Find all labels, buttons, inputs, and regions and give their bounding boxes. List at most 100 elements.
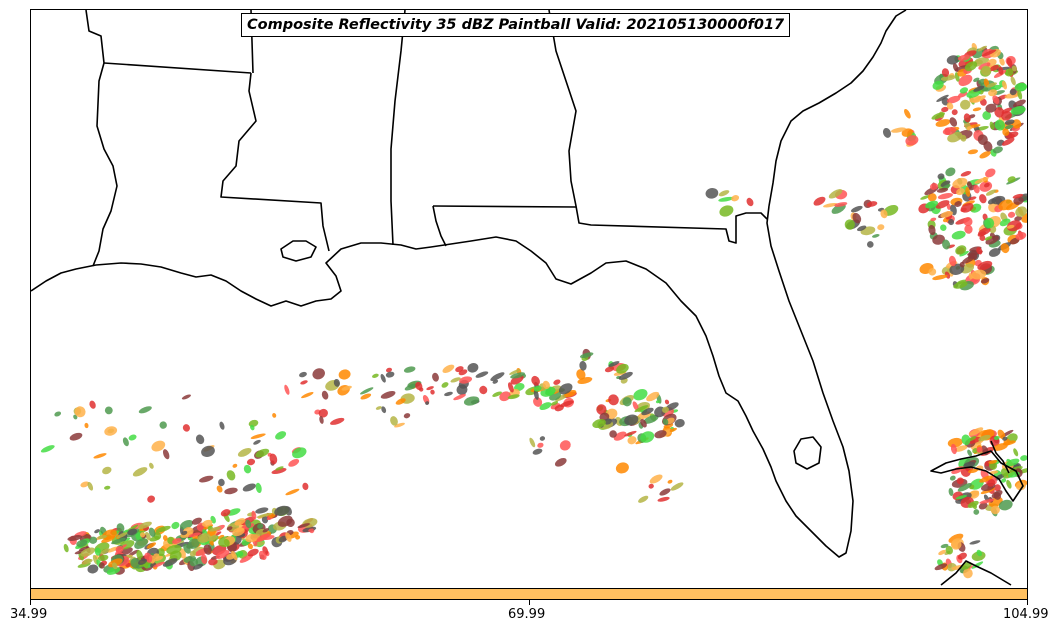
reflectivity-blob [935,200,950,209]
reflectivity-blob [330,417,345,425]
reflectivity-blob [967,449,973,457]
reflectivity-blob [111,537,126,545]
reflectivity-blob [955,245,967,255]
reflectivity-blob [136,549,143,561]
reflectivity-blob [844,219,855,230]
reflectivity-blob [949,475,956,481]
reflectivity-blob [977,260,993,271]
reflectivity-blob [613,431,627,441]
reflectivity-blob [537,442,544,448]
reflectivity-blob [380,373,386,383]
reflectivity-blob [559,400,574,408]
reflectivity-blob [1004,119,1015,125]
state-line-fl-panhandle [432,205,447,247]
reflectivity-blob [318,408,328,418]
reflectivity-blob [615,462,629,474]
reflectivity-blob [237,551,244,557]
reflectivity-blob [579,360,587,371]
reflectivity-blob [256,512,272,518]
reflectivity-blob [226,553,235,560]
reflectivity-blob [87,481,94,491]
reflectivity-blob [872,234,880,238]
reflectivity-blob [67,535,83,541]
reflectivity-blob [104,426,118,436]
reflectivity-blob [218,478,225,487]
reflectivity-blob [275,466,284,471]
reflectivity-blob [932,80,944,90]
reflectivity-blob [102,466,112,475]
reflectivity-blob [834,202,848,207]
reflectivity-blob [945,167,956,177]
reflectivity-blob [905,135,919,146]
reflectivity-blob [94,547,102,556]
reflectivity-blob [277,515,293,527]
reflectivity-blob [952,177,968,189]
reflectivity-blob [959,261,965,268]
reflectivity-blob [302,482,309,491]
reflectivity-blob [1007,211,1016,218]
reflectivity-blob [828,189,843,199]
reflectivity-blob [928,268,937,276]
reflectivity-blob [956,188,965,196]
reflectivity-blob [215,550,230,559]
reflectivity-blob [558,383,573,395]
reflectivity-blob [987,479,996,487]
reflectivity-blob [492,391,502,397]
reflectivity-blob [980,278,990,284]
reflectivity-blob [509,369,521,375]
reflectivity-blob [971,269,987,280]
reflectivity-blob [1002,436,1008,441]
reflectivity-blob [823,202,838,208]
reflectivity-blob [106,567,121,575]
reflectivity-blob [973,184,980,194]
reflectivity-blob [171,538,182,544]
reflectivity-blob [966,126,973,131]
lake-pontchartrain [280,240,317,262]
reflectivity-blob [976,549,983,557]
reflectivity-blob [994,473,1005,481]
reflectivity-blob [69,432,83,441]
reflectivity-blob [112,562,118,570]
reflectivity-blob [144,532,151,541]
reflectivity-blob [634,405,649,413]
reflectivity-blob [312,368,325,380]
reflectivity-blob [659,488,671,496]
reflectivity-blob [633,388,648,401]
reflectivity-blob [813,196,826,206]
reflectivity-blob [539,402,552,411]
reflectivity-blob [84,422,89,429]
reflectivity-blob [974,177,989,184]
reflectivity-blob [979,150,991,159]
reflectivity-blob [992,146,1003,154]
reflectivity-blob [664,399,670,405]
reflectivity-blob [984,217,995,229]
reflectivity-blob [137,521,152,530]
state-boundaries [31,10,1024,586]
reflectivity-blob [76,539,88,547]
reflectivity-blob [403,413,411,419]
reflectivity-blob [137,558,148,565]
reflectivity-blob [989,64,999,72]
reflectivity-blob [669,427,677,432]
reflectivity-blob [608,361,620,367]
reflectivity-blob [510,372,525,379]
reflectivity-blob [425,401,430,405]
reflectivity-blob [967,149,979,155]
reflectivity-blob [455,366,464,373]
reflectivity-blob [951,109,958,116]
reflectivity-blob [181,394,191,400]
reflectivity-blob [490,372,505,381]
state-line-tx-ar [103,62,252,74]
reflectivity-blob [972,95,986,103]
reflectivity-blob [162,449,170,460]
reflectivity-blob [640,418,647,428]
reflectivity-blob [1011,65,1017,72]
reflectivity-blob [616,363,629,374]
reflectivity-blob [226,508,241,516]
reflectivity-blob [360,393,372,400]
reflectivity-blob [479,385,488,395]
reflectivity-blob [992,95,1000,104]
reflectivity-blob [220,509,231,517]
reflectivity-blob [940,224,947,231]
state-line-la [85,10,118,267]
